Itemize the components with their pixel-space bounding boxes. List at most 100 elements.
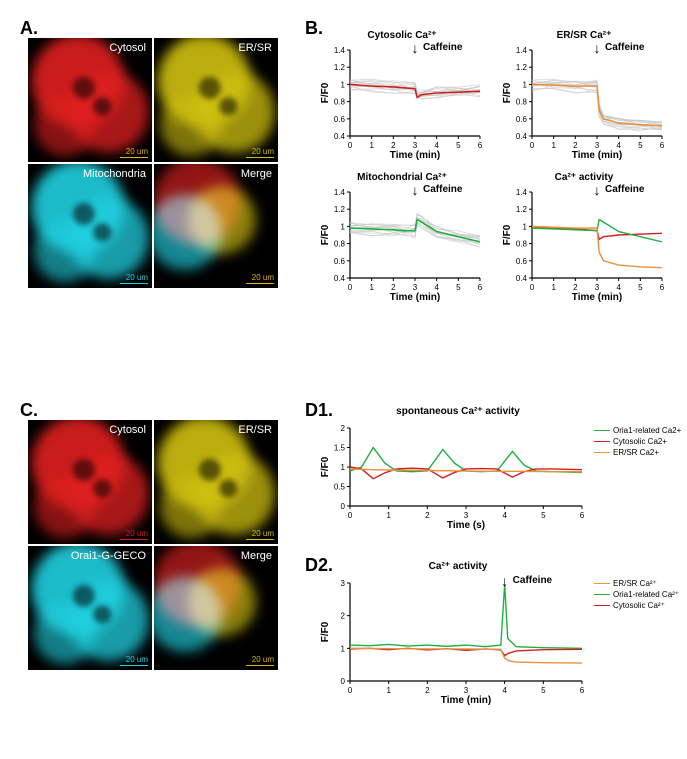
- svg-text:0: 0: [341, 502, 346, 511]
- panel-c-label: C.: [20, 400, 38, 421]
- micrograph-cell: Orai1-G-GECO20 um: [28, 546, 152, 670]
- panel-a-label: A.: [20, 18, 38, 39]
- svg-text:1: 1: [341, 644, 346, 653]
- svg-text:2: 2: [391, 283, 396, 292]
- svg-text:0: 0: [348, 141, 353, 150]
- svg-text:0: 0: [348, 283, 353, 292]
- scalebar: 20 um: [246, 147, 274, 159]
- micrograph-label: Cytosol: [109, 42, 146, 54]
- svg-text:Time (s): Time (s): [447, 520, 485, 530]
- legend-item-label: Cytosolic Ca²⁺: [613, 601, 665, 610]
- micrograph-cell: Mitochondria 20 um: [28, 164, 152, 288]
- svg-text:1: 1: [341, 222, 346, 231]
- svg-text:1: 1: [369, 141, 374, 150]
- annotation-text: Caffeine: [513, 575, 552, 586]
- svg-text:0.6: 0.6: [516, 257, 528, 266]
- panel-d1-chart: 00.511.520123456Time (s)F/F0spontaneous …: [318, 410, 598, 540]
- arrow-down-icon: ↓: [412, 40, 419, 56]
- chart-title: Ca²⁺ activity: [555, 172, 614, 183]
- legend: Oria1-related Ca2+ Cytosolic Ca2+ ER/SR Ca…: [594, 426, 681, 459]
- micrograph-cell: Cytosol 20 um: [28, 38, 152, 162]
- micrograph-label: Cytosol: [109, 424, 146, 436]
- micrograph-cell: Merge 20 um: [154, 164, 278, 288]
- chart-panel: 0.40.60.811.21.40123456Time (min)F/F0ER/…: [500, 32, 668, 160]
- svg-text:4: 4: [616, 283, 621, 292]
- svg-text:1: 1: [369, 283, 374, 292]
- panel-b-charts: 0.40.60.811.21.40123456Time (min)F/F0Cyt…: [318, 32, 668, 302]
- micrograph-label: ER/SR: [238, 424, 272, 436]
- annotation-text: Caffeine: [423, 42, 462, 53]
- svg-text:4: 4: [502, 686, 507, 695]
- legend: ER/SR Ca²⁺Oria1-related Ca²⁺Cytosolic Ca…: [594, 579, 679, 612]
- chart-title: Cytosolic Ca²⁺: [367, 30, 436, 41]
- svg-text:F/F0: F/F0: [320, 82, 331, 103]
- svg-text:0.6: 0.6: [334, 257, 346, 266]
- svg-text:1.2: 1.2: [334, 205, 346, 214]
- scalebar: 20 um: [120, 147, 148, 159]
- svg-text:4: 4: [502, 511, 507, 520]
- svg-text:2: 2: [341, 612, 346, 621]
- svg-text:0: 0: [348, 686, 353, 695]
- svg-text:6: 6: [478, 283, 483, 292]
- svg-text:5: 5: [638, 141, 643, 150]
- arrow-down-icon: ↓: [594, 40, 601, 56]
- legend-item-label: Cytosolic Ca2+: [613, 437, 667, 446]
- scalebar: 20 um: [120, 273, 148, 285]
- svg-text:5: 5: [456, 141, 461, 150]
- annotation-text: Caffeine: [605, 42, 644, 53]
- svg-text:0.4: 0.4: [516, 132, 528, 141]
- panel-a-micrographs: Cytosol20 umER/SR20 umMitochondria20 umM…: [28, 38, 278, 288]
- svg-text:3: 3: [413, 141, 418, 150]
- svg-text:F/F0: F/F0: [320, 224, 331, 245]
- legend-item-label: Oria1-related Ca²⁺: [613, 590, 679, 599]
- scalebar: 20 um: [120, 655, 148, 667]
- svg-text:Time (min): Time (min): [572, 150, 622, 160]
- svg-text:6: 6: [580, 511, 585, 520]
- svg-text:6: 6: [580, 686, 585, 695]
- svg-text:2: 2: [341, 424, 346, 433]
- svg-text:0: 0: [530, 283, 535, 292]
- svg-text:3: 3: [464, 511, 469, 520]
- svg-text:0.6: 0.6: [516, 115, 528, 124]
- svg-text:1: 1: [341, 80, 346, 89]
- arrow-down-icon: ↓: [501, 573, 508, 589]
- panel-c-micrographs: Cytosol20 umER/SR20 umOrai1-G-GECO20 umM…: [28, 420, 278, 670]
- chart-title: Ca²⁺ activity: [429, 561, 488, 572]
- legend-item-label: Oria1-related Ca2+: [613, 426, 681, 435]
- chart-panel: 0.40.60.811.21.40123456Time (min)F/F0Cyt…: [318, 32, 486, 160]
- svg-text:0: 0: [530, 141, 535, 150]
- svg-text:Time (min): Time (min): [390, 150, 440, 160]
- svg-text:1: 1: [523, 222, 528, 231]
- micrograph-label: ER/SR: [238, 42, 272, 54]
- svg-text:1.4: 1.4: [516, 46, 528, 55]
- svg-text:3: 3: [464, 686, 469, 695]
- svg-text:0.4: 0.4: [334, 132, 346, 141]
- svg-text:2: 2: [391, 141, 396, 150]
- scalebar: 20 um: [246, 273, 274, 285]
- micrograph-label: Mitochondria: [83, 168, 146, 180]
- svg-text:3: 3: [595, 141, 600, 150]
- svg-text:0: 0: [348, 511, 353, 520]
- micrograph-label: Merge: [241, 168, 272, 180]
- svg-text:1: 1: [386, 686, 391, 695]
- micrograph-label: Merge: [241, 550, 272, 562]
- svg-text:F/F0: F/F0: [502, 82, 513, 103]
- chart-panel: 0.40.60.811.21.40123456Time (min)F/F0Ca²…: [500, 174, 668, 302]
- svg-text:1: 1: [551, 141, 556, 150]
- svg-text:F/F0: F/F0: [320, 456, 331, 477]
- chart-svg: 01230123456Time (min)F/F0: [318, 565, 588, 705]
- svg-text:Time (min): Time (min): [572, 292, 622, 302]
- annotation-text: Caffeine: [423, 184, 462, 195]
- svg-text:3: 3: [595, 283, 600, 292]
- chart-panel: 0.40.60.811.21.40123456Time (min)F/F0Mit…: [318, 174, 486, 302]
- legend-item-label: ER/SR Ca2+: [613, 448, 659, 457]
- scalebar: 20 um: [246, 655, 274, 667]
- svg-text:Time (min): Time (min): [390, 292, 440, 302]
- svg-text:5: 5: [456, 283, 461, 292]
- svg-text:F/F0: F/F0: [502, 224, 513, 245]
- svg-text:1.4: 1.4: [334, 188, 346, 197]
- svg-text:0.4: 0.4: [516, 274, 528, 283]
- chart-title: Mitochondrial Ca²⁺: [357, 172, 447, 183]
- panel-d2-chart: 01230123456Time (min)F/F0Ca²⁺ activity↓C…: [318, 565, 598, 715]
- svg-text:2: 2: [573, 141, 578, 150]
